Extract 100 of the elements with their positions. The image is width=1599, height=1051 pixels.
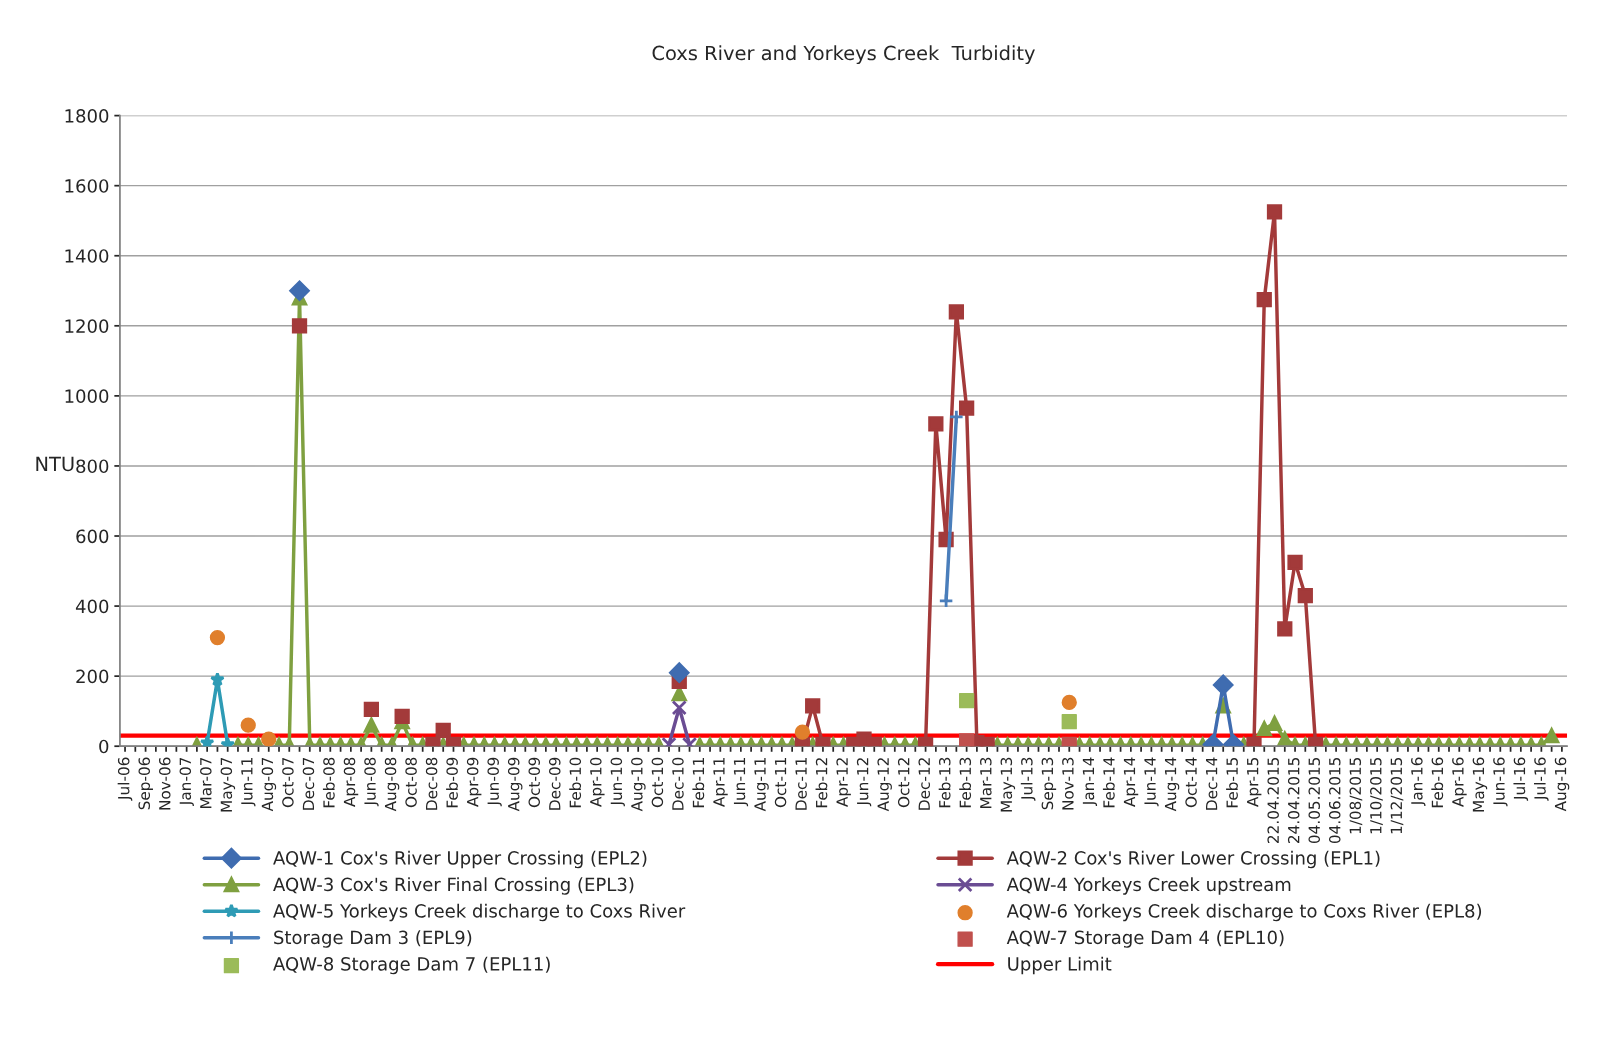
x-tick-label: Feb-08 [322, 757, 335, 808]
x-tick-label: May-07 [220, 757, 236, 812]
x-tick-label: Jun-08 [364, 757, 379, 807]
x-tick-label: Feb-13 [959, 757, 972, 808]
x-tick-label: Aug-09 [507, 757, 523, 812]
point [1212, 674, 1234, 696]
point [671, 700, 687, 716]
point [261, 731, 277, 747]
x-tick-label: Apr-16 [1452, 757, 1467, 807]
x-tick-label: Apr-11 [713, 758, 728, 807]
x-tick-label: Mar-07 [200, 757, 212, 808]
y-tick-label: 1400 [65, 249, 109, 263]
x-tick-label: 1/10/2015 [1370, 757, 1383, 834]
x-tick-label: Oct-08 [405, 757, 417, 808]
x-tick-label: Feb-13 [938, 757, 951, 808]
point [669, 662, 690, 683]
point [1256, 291, 1272, 308]
legend-label: AQW-1 Cox's River Upper Crossing (EPL2) [273, 850, 647, 869]
x-tick-label: Feb-11 [692, 758, 705, 808]
y-tick-label: 400 [75, 599, 109, 614]
legend-label: AQW-7 Storage Dam 4 (EPL10) [1006, 930, 1284, 948]
x-tick-label: Mar-13 [980, 757, 992, 808]
point [958, 693, 975, 709]
point [1266, 204, 1283, 220]
x-tick-label: Aug-08 [384, 757, 400, 812]
x-tick-label: Feb-09 [446, 757, 458, 808]
x-tick-label: Dec-07 [302, 757, 315, 810]
x-tick-label: Apr-15 [1247, 757, 1262, 807]
y-tick-label: 1600 [65, 179, 109, 193]
x-tick-label: Feb-10 [569, 757, 582, 808]
legend-label: AQW-4 Yorkeys Creek upstream [1006, 877, 1291, 895]
point [1061, 694, 1077, 711]
point [1061, 714, 1077, 730]
x-tick-label: Feb-12 [815, 758, 828, 808]
x-tick-label: Jun-11 [241, 758, 256, 807]
x-tick-label: Jul-06 [117, 757, 133, 801]
x-tick-label: Aug-12 [877, 758, 892, 812]
x-tick-label: Jul-16 [1533, 757, 1549, 801]
x-tick-label: May-13 [1000, 757, 1016, 812]
x-tick-label: Feb-14 [1102, 757, 1115, 808]
x-tick-label: Apr-08 [343, 757, 359, 807]
legend-label: AQW-3 Cox's River Final Crossing (EPL3) [273, 877, 634, 895]
x-tick-label: 1/12/2015 [1390, 757, 1404, 834]
point [289, 280, 310, 302]
x-tick-label: Oct-10 [651, 757, 664, 808]
x-tick-label: Oct-07 [282, 757, 294, 808]
x-tick-label: Oct-11 [774, 758, 787, 808]
x-tick-label: 04.05.2015 [1308, 757, 1321, 844]
y-axis-title: NTU [36, 456, 74, 472]
x-tick-label: Dec-09 [548, 757, 561, 810]
x-tick-label: Oct-14 [1185, 757, 1197, 808]
legend-label: Upper Limit [1008, 956, 1112, 975]
x-tick-label: Sep-06 [138, 757, 153, 810]
x-tick-label: Jun-12 [856, 758, 872, 807]
point [1277, 621, 1293, 637]
y-tick-label: 1800 [65, 109, 109, 123]
point [958, 733, 975, 747]
legend-label: AQW-6 Yorkeys Creek discharge to Coxs River (EPL8) [1006, 903, 1482, 922]
point [435, 722, 451, 739]
x-tick-label: Aug-11 [754, 758, 769, 812]
x-tick-label: Dec-10 [672, 757, 684, 810]
x-tick-label: 22.04.2015 [1267, 757, 1279, 843]
x-tick-label: Feb-16 [1431, 757, 1444, 808]
x-tick-label: Aug-14 [1164, 757, 1180, 812]
point [794, 724, 811, 740]
x-tick-label: Jun-09 [487, 757, 502, 807]
point [209, 629, 226, 646]
legend-label: AQW-8 Storage Dam 7 (EPL11) [273, 956, 550, 975]
y-tick-label: 800 [76, 459, 109, 474]
point [394, 708, 410, 725]
point [1287, 554, 1303, 570]
point [210, 672, 225, 687]
legend-label: AQW-5 Yorkeys Creek discharge to Coxs River [273, 903, 686, 922]
x-tick-label: 24.04.2015 [1287, 757, 1300, 843]
point [928, 416, 944, 432]
y-tick-label: 200 [76, 669, 109, 684]
x-tick-label: Jan-16 [1411, 757, 1426, 806]
x-tick-label: Nov-13 [1062, 757, 1074, 810]
point [958, 400, 975, 416]
x-tick-label: Aug-07 [261, 757, 277, 812]
point [805, 698, 821, 714]
x-tick-label: Jun-14 [1144, 757, 1159, 807]
x-tick-label: Jul-16 [1513, 757, 1529, 801]
y-tick-label: 1000 [65, 389, 109, 403]
x-tick-label: Aug-16 [1554, 757, 1570, 812]
x-tick-label: Jun-11 [733, 758, 749, 807]
x-tick-label: Jun-10 [610, 757, 625, 807]
x-tick-label: Jan-07 [179, 757, 194, 806]
x-tick-label: Apr-10 [590, 757, 605, 807]
x-tick-label: Apr-14 [1123, 757, 1139, 807]
x-tick-label: 1/08/2015 [1349, 757, 1363, 834]
x-tick-label: Apr-12 [836, 758, 851, 807]
legend-label: Storage Dam 3 (EPL9) [274, 930, 472, 948]
x-tick-label: Dec-11 [795, 758, 807, 810]
point [948, 409, 965, 425]
chart-title: Coxs River and Yorkeys Creek Turbidity [652, 45, 1035, 65]
point [938, 593, 954, 609]
x-tick-label: Feb-15 [1226, 757, 1238, 808]
point [948, 304, 965, 320]
x-tick-label: Dec-08 [425, 757, 438, 810]
